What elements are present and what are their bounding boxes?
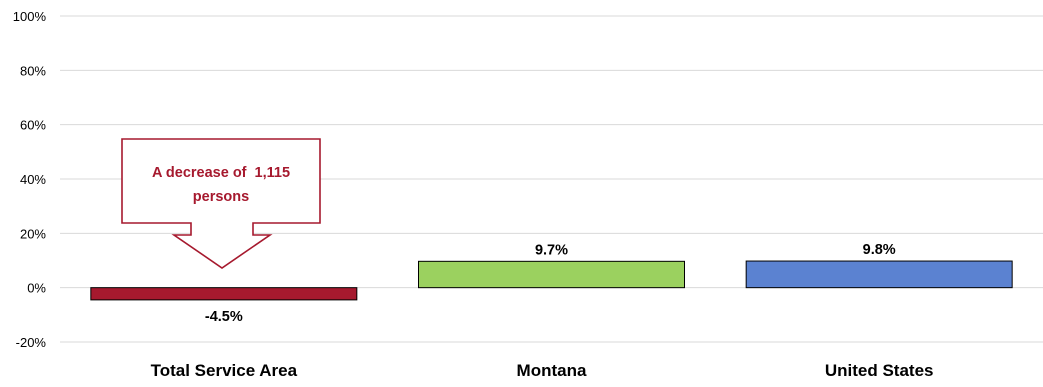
y-axis-tick-labels: -20% 0% 20% 40% 60% 80% 100% <box>13 9 47 350</box>
decrease-callout: A decrease of 1,115 persons <box>121 138 321 269</box>
data-label: -4.5% <box>205 309 243 325</box>
callout-arrow-box <box>121 138 321 269</box>
data-labels: -4.5% 9.7% 9.8% <box>205 242 896 325</box>
y-tick-label: 60% <box>20 118 46 133</box>
bar <box>745 260 1013 289</box>
category-label: Total Service Area <box>151 361 298 380</box>
bar <box>418 260 685 289</box>
bars <box>90 260 1013 301</box>
y-tick-label: 40% <box>20 172 46 187</box>
x-axis-category-labels: Total Service Area Montana United States <box>151 361 934 380</box>
y-tick-label: 20% <box>20 226 46 241</box>
y-tick-label: 0% <box>27 281 46 296</box>
callout-text-line2: persons <box>193 189 249 205</box>
y-tick-label: 80% <box>20 63 46 78</box>
category-label: Montana <box>517 361 587 380</box>
bar <box>90 287 358 301</box>
callout-text-line1: A decrease of 1,115 <box>152 165 290 181</box>
data-label: 9.8% <box>863 242 896 258</box>
data-label: 9.7% <box>535 242 568 258</box>
category-label: United States <box>825 361 934 380</box>
y-tick-label: 100% <box>13 9 47 24</box>
y-tick-label: -20% <box>16 335 47 350</box>
